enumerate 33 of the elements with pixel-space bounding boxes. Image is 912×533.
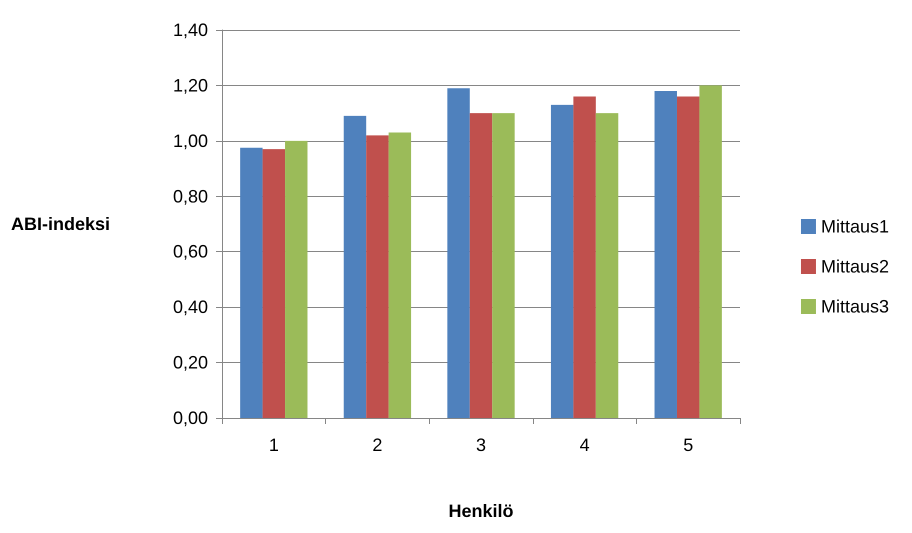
x-tick-label: 4 bbox=[580, 435, 590, 455]
legend-label: Mittaus3 bbox=[820, 296, 890, 316]
y-tick-label: 1,20 bbox=[172, 75, 208, 96]
bar bbox=[366, 135, 389, 418]
y-tick-label: 0,20 bbox=[172, 352, 208, 373]
bar bbox=[240, 148, 263, 418]
bar bbox=[550, 104, 574, 418]
y-tick-label: 1,00 bbox=[172, 130, 208, 151]
bar bbox=[262, 149, 286, 418]
legend-label: Mittaus1 bbox=[820, 216, 890, 236]
bar bbox=[676, 96, 700, 418]
x-tick-label: 2 bbox=[372, 435, 382, 455]
bar bbox=[344, 116, 366, 418]
x-tick-label: 5 bbox=[683, 435, 694, 455]
bar bbox=[573, 96, 596, 418]
y-axis-title: ABI-indeksi bbox=[10, 214, 110, 234]
x-tick-label: 3 bbox=[476, 435, 486, 455]
bar bbox=[285, 140, 308, 418]
y-tick-label: 0,60 bbox=[172, 242, 208, 262]
x-tick-label: 1 bbox=[268, 435, 279, 455]
y-tick-label: 1,40 bbox=[172, 20, 208, 40]
bar bbox=[654, 90, 677, 418]
bar bbox=[447, 88, 470, 418]
x-axis-title: Henkilö bbox=[448, 501, 514, 521]
legend-label: Mittaus2 bbox=[820, 256, 890, 276]
bar bbox=[492, 113, 515, 418]
bar bbox=[596, 113, 618, 418]
bar bbox=[388, 132, 412, 418]
bar bbox=[699, 85, 722, 418]
y-tick-label: 0,80 bbox=[172, 186, 208, 206]
y-tick-label: 0,00 bbox=[172, 408, 208, 428]
bar bbox=[470, 113, 492, 418]
y-tick-label: 0,40 bbox=[172, 297, 208, 318]
